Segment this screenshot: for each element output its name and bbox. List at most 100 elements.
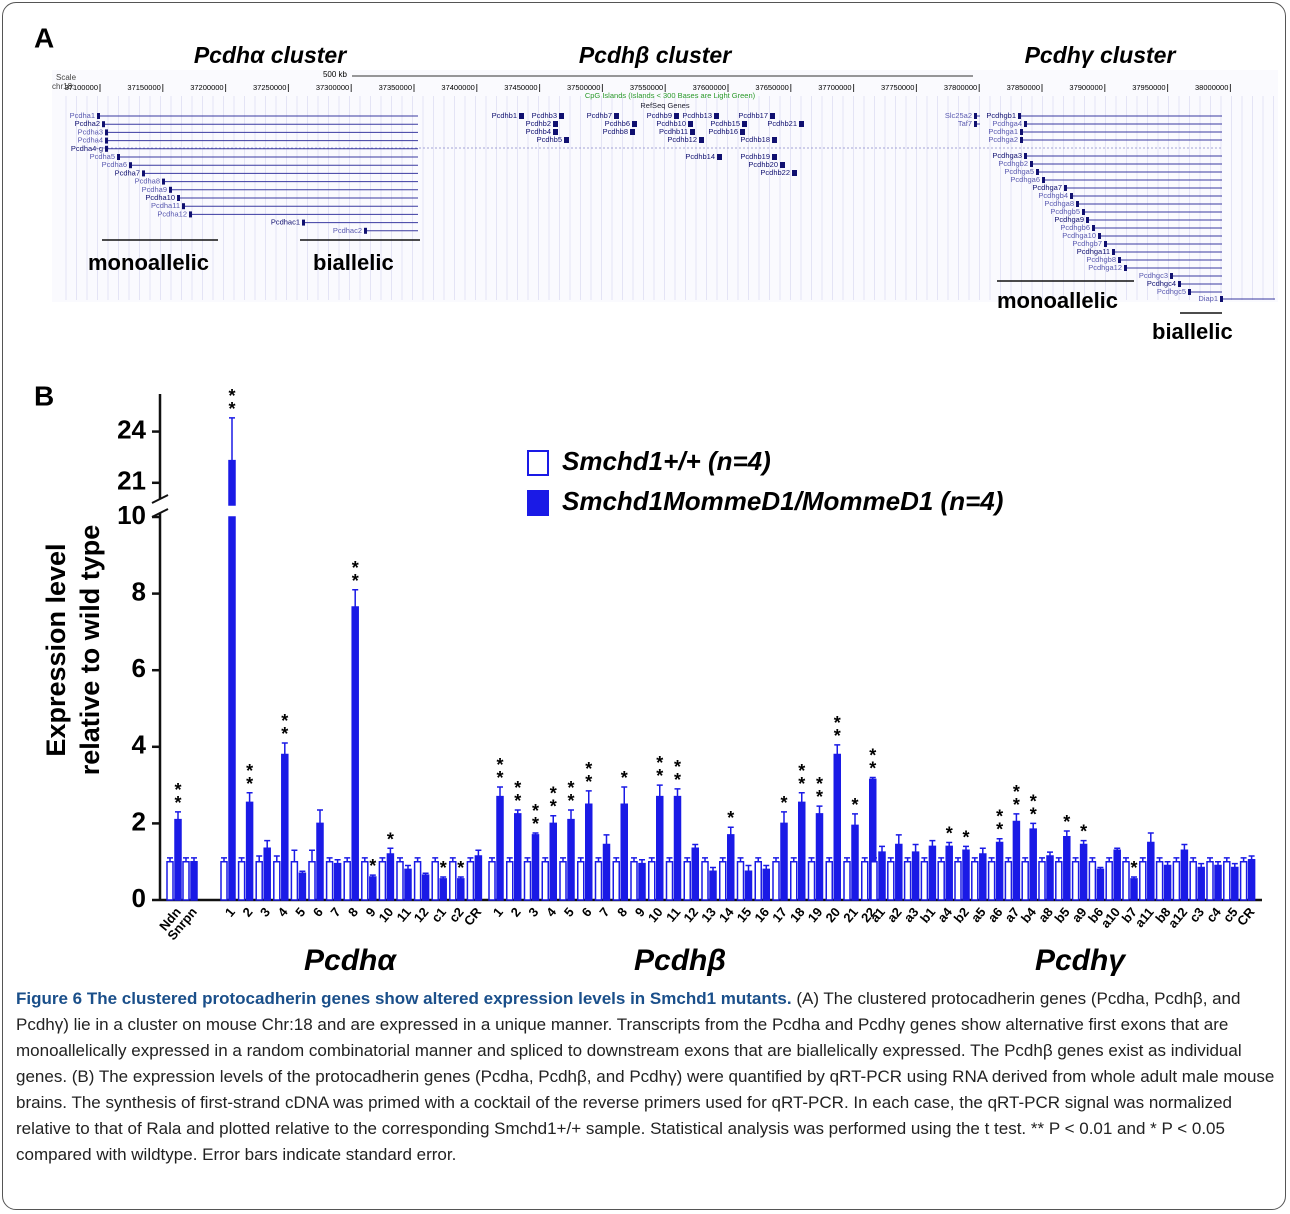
cpg-track-label: CpG Islands (Islands < 300 Bases are Lig… [585, 91, 756, 100]
error-bar [1013, 814, 1019, 822]
gene-exon [364, 228, 367, 234]
gene-label: Pcdhac1 [271, 218, 300, 227]
significance: ** [816, 774, 823, 807]
significance: ** [798, 761, 805, 794]
bar [344, 862, 350, 900]
error-bar [317, 810, 323, 823]
x-tick-label: 2 [508, 904, 524, 919]
cluster-title: Pcdhβ cluster [579, 42, 732, 68]
gene-exon [974, 121, 977, 127]
panel-label: B [34, 380, 54, 411]
gene-exon [105, 138, 108, 144]
gene-exon [1020, 129, 1023, 135]
bar [871, 862, 877, 900]
significance: ** [869, 745, 876, 778]
bar [852, 825, 858, 900]
bar [728, 835, 734, 900]
bar [667, 862, 673, 900]
gene-exon [169, 187, 172, 193]
x-tick-label: a12 [1165, 904, 1190, 930]
caption: Figure 6 The clustered protocadherin gen… [16, 986, 1276, 1168]
coordinate-label: 37300000 [316, 83, 349, 92]
bar [755, 862, 761, 900]
bar [781, 823, 787, 900]
y-tick-label: 4 [132, 730, 147, 760]
gene-exon [142, 170, 145, 176]
gene-exon [1020, 137, 1023, 143]
gene-label: Pcdha12 [157, 209, 187, 218]
y-axis-title: Expression level [41, 543, 71, 756]
significance: ** [1013, 782, 1020, 815]
bar [167, 862, 173, 900]
error-bar [980, 848, 986, 854]
significance: * [621, 768, 628, 788]
gene-exon [129, 162, 132, 168]
gene-exon [97, 113, 100, 119]
coordinate-label: 37200000 [190, 83, 223, 92]
bar [938, 862, 944, 900]
coordinate-label: 37700000 [818, 83, 851, 92]
bar [1232, 867, 1238, 900]
bar [710, 871, 716, 900]
gene-block [630, 129, 635, 135]
bar [1039, 862, 1045, 900]
coordinate-label: 37250000 [253, 83, 286, 92]
y-tick-label: 0 [132, 883, 146, 913]
bar [387, 854, 393, 900]
coordinate-label: 37750000 [881, 83, 914, 92]
x-tick-label: 6 [579, 904, 595, 919]
coordinate-label: 37900000 [1069, 83, 1102, 92]
error-bar [879, 846, 885, 852]
bar [525, 862, 531, 900]
gene-exon [974, 113, 977, 119]
bar [1215, 866, 1221, 900]
gene-block [564, 137, 569, 143]
allelic-label: biallelic [313, 250, 394, 275]
significance: ** [496, 755, 503, 788]
significance: * [946, 823, 953, 843]
bar [746, 871, 752, 900]
bar [834, 754, 840, 900]
significance: ** [514, 778, 521, 811]
bar [221, 862, 227, 900]
bar [1056, 862, 1062, 900]
significance: ** [352, 558, 359, 591]
panel-label: A [34, 22, 54, 53]
bar [649, 862, 655, 900]
coordinate-label: 37800000 [944, 83, 977, 92]
significance: * [1063, 812, 1070, 832]
bar [980, 854, 986, 900]
bar [809, 862, 815, 900]
x-tick-label: 4 [275, 904, 292, 920]
significance: * [1080, 821, 1087, 841]
gene-exon [1220, 296, 1223, 302]
gene-label: Pcdhb16 [708, 127, 738, 136]
gene-block [742, 121, 747, 127]
y-axis-title: relative to wild type [75, 525, 105, 776]
significance: ** [281, 711, 288, 744]
bar [1081, 844, 1087, 900]
cluster-title: Pcdhα cluster [194, 42, 347, 68]
bar [621, 804, 627, 900]
bar [397, 862, 403, 900]
significance: ** [674, 757, 681, 790]
y-tick-label: 10 [117, 500, 146, 530]
gene-block [772, 137, 777, 143]
coordinate-label: 37400000 [441, 83, 474, 92]
bar [896, 844, 902, 900]
bar [596, 862, 602, 900]
error-bar [1064, 831, 1070, 837]
caption-title: Figure 6 The clustered protocadherin gen… [16, 989, 792, 1008]
caption-text: (A) The clustered protocadherin genes (P… [16, 989, 1274, 1164]
error-bar [621, 787, 627, 804]
bar [799, 802, 805, 900]
gene-block [717, 154, 722, 160]
gene-exon [177, 195, 180, 201]
bar [458, 879, 464, 900]
bar [309, 862, 315, 900]
bar [274, 862, 280, 900]
error-bar [247, 793, 253, 803]
bar [692, 848, 698, 900]
bar [702, 862, 708, 900]
gene-label: Pcdhb22 [760, 168, 790, 177]
